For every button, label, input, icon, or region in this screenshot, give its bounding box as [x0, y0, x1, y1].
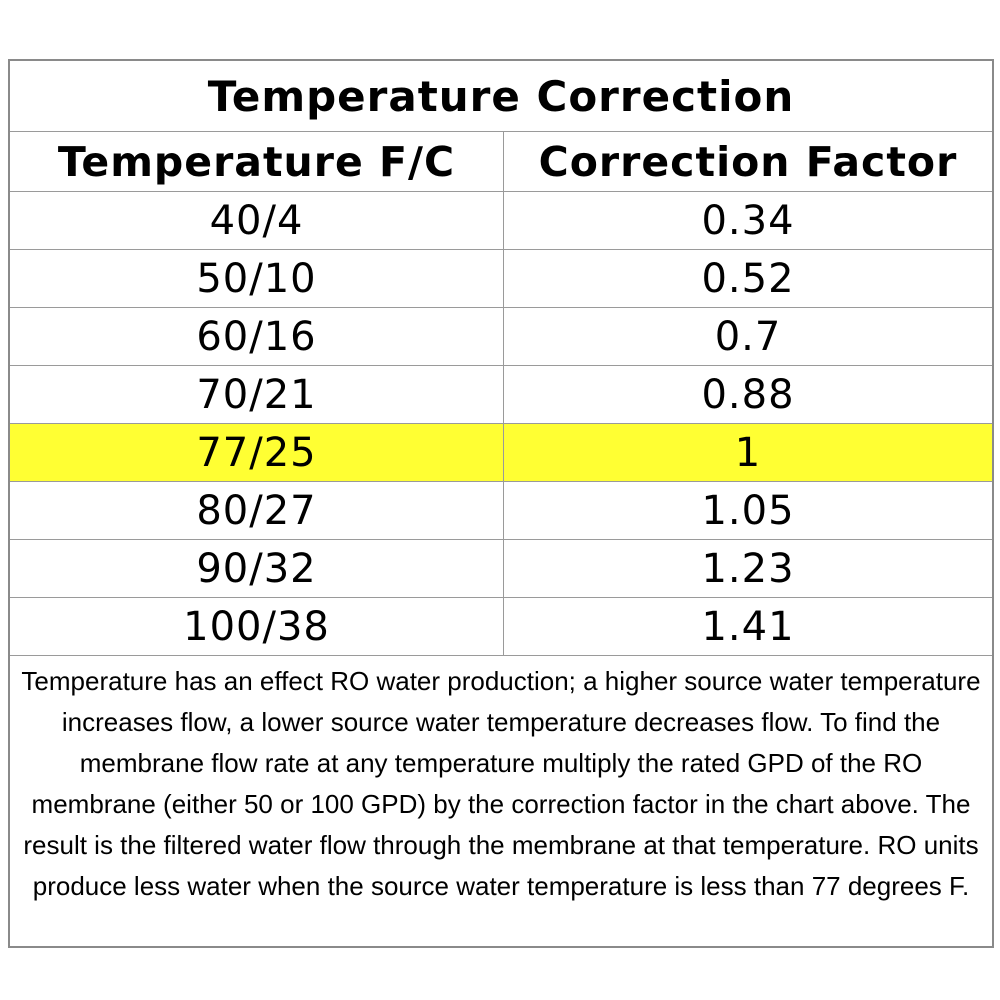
column-header-temperature: Temperature F/C [10, 132, 504, 191]
factor-cell: 1.05 [701, 487, 795, 534]
factor-cell: 0.34 [701, 197, 795, 244]
correction-table: Temperature Correction Temperature F/C C… [8, 59, 994, 948]
table-row-highlighted: 77/25 1 [10, 424, 992, 482]
temperature-cell: 90/32 [10, 540, 504, 597]
temperature-cell: 60/16 [10, 308, 504, 365]
factor-cell: 0.52 [701, 255, 795, 302]
factor-cell: 1.41 [701, 603, 795, 650]
temperature-cell: 50/10 [10, 250, 504, 307]
table-row: 100/38 1.41 [10, 598, 992, 656]
table-row: 40/4 0.34 [10, 192, 992, 250]
table-row: 60/16 0.7 [10, 308, 992, 366]
table-row: 90/32 1.23 [10, 540, 992, 598]
factor-cell: 1 [504, 424, 992, 481]
temperature-cell: 77/25 [10, 424, 504, 481]
explanation-note: Temperature has an effect RO water produ… [21, 666, 981, 901]
temperature-cell: 100/38 [10, 598, 504, 655]
column-header-factor: Correction Factor [538, 137, 958, 186]
table-row: 80/27 1.05 [10, 482, 992, 540]
table-title: Temperature Correction [10, 61, 992, 132]
table-grid: Temperature F/C Correction Factor 40/4 0… [10, 132, 992, 656]
factor-cell: 0.88 [701, 371, 795, 418]
table-row: 50/10 0.52 [10, 250, 992, 308]
factor-cell: 1.23 [701, 545, 795, 592]
temperature-cell: 70/21 [10, 366, 504, 423]
factor-cell: 0.7 [714, 313, 782, 360]
table-header-row: Temperature F/C Correction Factor [10, 132, 992, 192]
temperature-cell: 40/4 [10, 192, 504, 249]
table-row: 70/21 0.88 [10, 366, 992, 424]
temperature-cell: 80/27 [10, 482, 504, 539]
